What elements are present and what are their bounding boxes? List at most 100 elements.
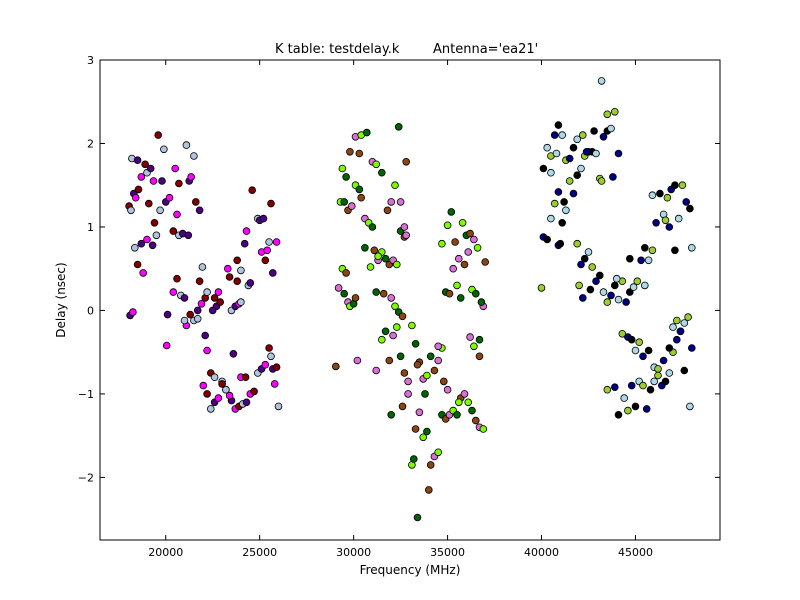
- data-point: [415, 408, 424, 417]
- data-point: [366, 263, 375, 271]
- data-point: [423, 371, 431, 380]
- data-point: [248, 186, 257, 195]
- data-point: [554, 121, 563, 129]
- data-point: [434, 448, 443, 457]
- data-point: [439, 377, 448, 386]
- data-point: [451, 238, 459, 246]
- data-point: [134, 185, 143, 194]
- data-point: [614, 410, 623, 419]
- data-point: [686, 402, 694, 411]
- data-point: [445, 289, 454, 298]
- data-point: [391, 181, 399, 190]
- data-point: [357, 193, 366, 202]
- data-point: [654, 365, 662, 373]
- data-point: [419, 433, 428, 442]
- data-point: [372, 366, 381, 375]
- data-point: [340, 198, 349, 206]
- data-point: [141, 160, 149, 169]
- data-point: [402, 158, 411, 166]
- data-point: [331, 362, 340, 371]
- data-point: [610, 281, 619, 290]
- chart-title: K table: testdelay.k: [275, 42, 400, 57]
- data-point: [192, 198, 200, 206]
- x-tick-label: 40000: [524, 546, 559, 559]
- data-point: [684, 313, 692, 321]
- y-tick-label: 3: [87, 54, 94, 67]
- data-point: [398, 402, 407, 411]
- data-point: [402, 231, 411, 240]
- data-point: [582, 148, 591, 156]
- data-point: [466, 333, 474, 341]
- data-point: [475, 352, 484, 361]
- data-point: [434, 342, 443, 351]
- data-point: [584, 248, 593, 256]
- data-point: [426, 461, 435, 469]
- data-point: [145, 199, 153, 208]
- data-point: [473, 244, 482, 252]
- data-point: [588, 263, 596, 271]
- data-point: [537, 284, 546, 292]
- data-point: [586, 285, 595, 294]
- data-point: [394, 123, 403, 131]
- data-point: [663, 193, 672, 202]
- data-point: [426, 352, 435, 361]
- data-point: [267, 352, 275, 361]
- data-point: [639, 352, 647, 361]
- data-point: [265, 344, 273, 352]
- data-point: [687, 344, 696, 352]
- data-point: [665, 223, 674, 231]
- data-points: [125, 77, 696, 522]
- data-point: [639, 381, 647, 390]
- data-point: [182, 141, 191, 149]
- data-point: [225, 273, 234, 281]
- data-point: [460, 260, 469, 269]
- data-point: [372, 288, 381, 296]
- data-point: [160, 145, 168, 154]
- data-point: [565, 154, 574, 163]
- data-point: [261, 360, 270, 369]
- data-point: [361, 244, 369, 252]
- data-point: [241, 373, 250, 382]
- x-tick-label: 45000: [618, 546, 653, 559]
- data-point: [597, 177, 606, 185]
- data-point: [203, 288, 211, 296]
- data-point: [671, 246, 679, 255]
- data-point: [237, 298, 245, 306]
- data-point: [355, 149, 364, 158]
- data-point: [637, 256, 645, 265]
- data-point: [246, 279, 255, 287]
- data-point: [680, 366, 689, 375]
- data-point: [434, 356, 443, 365]
- data-point: [674, 214, 683, 223]
- data-point: [396, 198, 405, 206]
- data-point: [184, 231, 193, 240]
- data-point: [127, 206, 135, 215]
- data-point: [268, 269, 277, 277]
- data-point: [133, 260, 142, 269]
- data-point: [573, 135, 581, 144]
- data-point: [173, 274, 181, 283]
- plot-frame: [99, 59, 721, 541]
- data-point: [648, 246, 657, 255]
- data-point: [392, 323, 401, 331]
- data-point: [644, 346, 653, 355]
- data-point: [346, 148, 354, 156]
- data-point: [470, 342, 478, 351]
- data-point: [203, 390, 211, 398]
- data-point: [597, 77, 606, 85]
- data-point: [169, 288, 178, 296]
- data-point: [158, 177, 166, 185]
- data-point: [430, 366, 439, 375]
- data-point: [242, 398, 251, 407]
- data-point: [187, 173, 195, 181]
- data-point: [387, 410, 396, 419]
- data-point: [618, 329, 627, 338]
- data-point: [565, 177, 574, 185]
- x-tick-label: 25000: [242, 546, 277, 559]
- data-point: [671, 181, 679, 190]
- data-point: [471, 416, 480, 425]
- data-point: [678, 181, 687, 190]
- data-point: [599, 133, 608, 141]
- data-point: [672, 335, 681, 344]
- data-point: [265, 238, 273, 246]
